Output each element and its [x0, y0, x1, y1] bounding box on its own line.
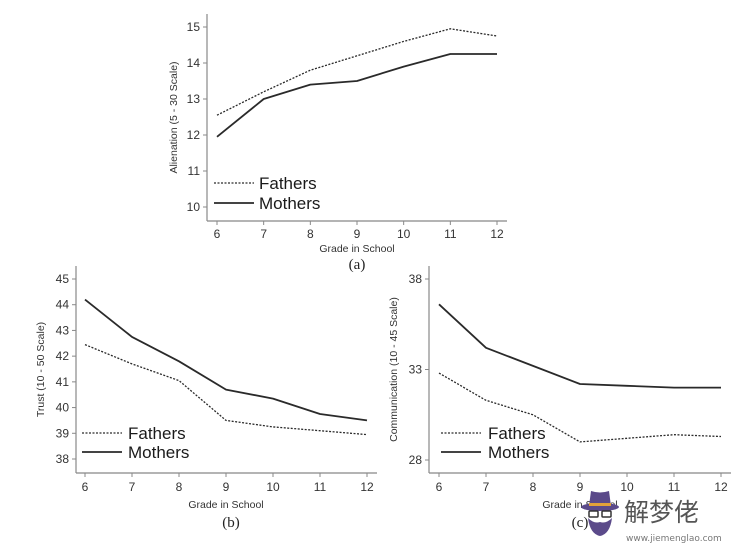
x-tick-label: 12	[490, 227, 504, 241]
watermark: 解梦佬 www.jiemenglao.com	[581, 491, 722, 544]
y-tick-label: 13	[187, 92, 201, 106]
y-tick-label: 33	[409, 363, 423, 377]
y-tick-label: 15	[187, 20, 201, 34]
legend-label-mothers: Mothers	[259, 194, 320, 213]
series-line-fathers	[84, 343, 368, 436]
y-tick-label: 39	[56, 426, 70, 440]
hat-crown	[589, 491, 611, 506]
y-tick-label: 12	[187, 128, 201, 142]
y-tick-label: 40	[56, 401, 70, 415]
x-tick-label: 6	[436, 480, 443, 494]
series-line-mothers	[438, 303, 721, 389]
y-tick-label: 11	[188, 164, 201, 178]
legend-label-mothers: Mothers	[128, 443, 189, 462]
y-tick-label: 28	[409, 453, 423, 467]
watermark-title: 解梦佬	[624, 498, 699, 527]
y-tick-label: 38	[409, 272, 423, 286]
panel-caption: (b)	[222, 515, 240, 531]
y-tick-label: 14	[187, 56, 201, 70]
x-tick-label: 11	[314, 480, 327, 494]
x-tick-label: 9	[354, 227, 361, 241]
watermark-url: www.jiemenglao.com	[626, 534, 722, 544]
panel-caption: (c)	[572, 515, 589, 531]
series-line-fathers	[438, 372, 722, 443]
chart-panel-a: 10 11 12 13 14 15 6 7 8 9 10 11 12 Alienation (5 - 30…	[168, 14, 507, 273]
y-tick-label: 44	[56, 298, 70, 312]
x-tick-label: 9	[577, 480, 584, 494]
y-axis-title: Communication (10 - 45 Scale)	[388, 297, 400, 442]
chart-panel-b: 38 39 40 41 42 43 44 45 6 7 8 9 10 11 12 Trust (10 - 50…	[35, 266, 377, 531]
y-tick-label: 38	[56, 452, 70, 466]
x-tick-label: 8	[530, 480, 537, 494]
x-tick-label: 10	[397, 227, 411, 241]
y-tick-label: 45	[56, 272, 70, 286]
legend-label-fathers: Fathers	[488, 424, 546, 443]
legend-label-mothers: Mothers	[488, 443, 549, 462]
glasses-left	[588, 510, 599, 518]
x-axis-title: Grade in School	[188, 499, 263, 511]
x-tick-label: 7	[483, 480, 490, 494]
y-tick-label: 10	[187, 200, 201, 214]
x-tick-label: 8	[176, 480, 183, 494]
y-tick-label: 42	[56, 349, 70, 363]
legend-label-fathers: Fathers	[259, 174, 317, 193]
y-axis-title: Trust (10 - 50 Scale)	[35, 322, 47, 417]
y-tick-label: 41	[56, 375, 70, 389]
y-tick-label: 43	[56, 323, 70, 337]
series-line-fathers	[216, 28, 498, 116]
hat-band	[589, 503, 611, 506]
hat-glasses-beard-logo-icon	[581, 491, 619, 536]
legend-label-fathers: Fathers	[128, 424, 186, 443]
x-tick-label: 7	[260, 227, 267, 241]
chart-panel-c: 28 33 38 6 7 8 9 10 11 12 Communication (10 - 45 S…	[388, 266, 731, 531]
x-axis-title: Grade in School	[319, 243, 394, 255]
series-line-mothers	[84, 298, 368, 422]
panel-caption: (a)	[349, 257, 366, 273]
x-tick-label: 11	[668, 480, 681, 494]
x-tick-label: 12	[360, 480, 374, 494]
glasses-right	[601, 510, 612, 518]
x-tick-label: 8	[307, 227, 314, 241]
y-axis-title: Alienation (5 - 30 Scale)	[168, 61, 180, 173]
x-tick-label: 9	[223, 480, 230, 494]
beard	[588, 518, 612, 536]
x-tick-label: 6	[214, 227, 221, 241]
x-tick-label: 6	[82, 480, 89, 494]
x-tick-label: 7	[129, 480, 136, 494]
x-tick-label: 12	[714, 480, 728, 494]
x-tick-label: 10	[620, 480, 634, 494]
x-tick-label: 11	[444, 227, 457, 241]
x-tick-label: 10	[266, 480, 280, 494]
series-line-mothers	[216, 53, 497, 138]
